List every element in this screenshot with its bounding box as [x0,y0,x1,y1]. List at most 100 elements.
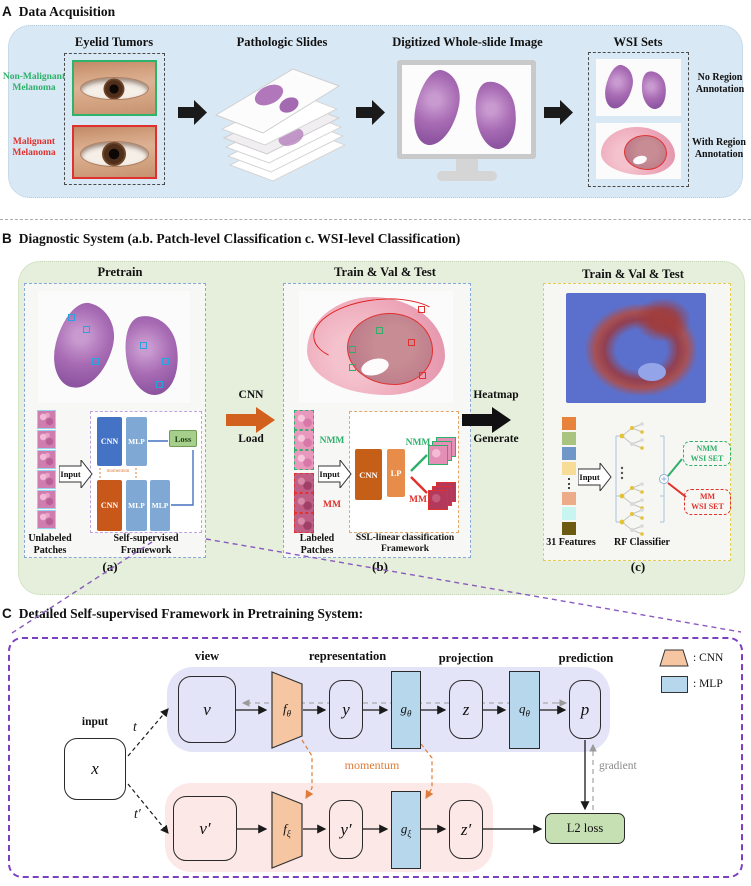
patch-marker [83,326,90,333]
wsi-no-annotation-image [596,59,681,116]
wsi-tissue-blob [638,69,670,111]
input-arrow: Input [578,463,612,491]
op-g2: g [400,821,408,837]
no-region-annotation-label: No Region Annotation [695,72,745,95]
section-b-title: B Diagnostic System (a.b. Patch-level Cla… [2,231,460,247]
section-b-text: Diagnostic System (a.b. Patch-level Clas… [18,231,461,246]
feature-swatch [562,462,576,475]
mm-set-line1: MM [699,492,716,501]
section-c-text: Detailed Self-supervised Framework in Pr… [18,606,364,621]
pathologic-slides-title: Pathologic Slides [236,35,328,49]
stage-representation-label: representation [308,649,387,663]
monitor-screen [397,60,536,159]
feature-swatch [562,417,576,430]
nmm-patch-marker [349,364,356,371]
node-z-prime: z′ [449,800,483,859]
unlabeled-patch [37,490,56,509]
self-supervised-framework-label: Self-supervised Framework [96,533,196,557]
monitor-base [437,171,497,181]
section-a-text: Data Acquisition [18,4,116,19]
mm-wsi-set-box: MM WSI SET [684,489,731,515]
labeled-patch-nmm [294,430,314,450]
cnn-block: CNN [355,449,382,500]
annotated-wsi-image [299,291,453,403]
labeled-patch-nmm [294,410,314,430]
heatmap-top-label: Heatmap [473,389,519,401]
patch-marker [156,381,163,388]
pretrain-title: Pretrain [97,265,143,279]
annotated-region-blob [347,313,433,385]
input-arrow-label: Input [579,472,600,482]
eyelid-tumors-title: Eyelid Tumors [74,35,154,49]
framework-line1: Self-supervised [113,533,179,544]
stage-prediction-label: prediction [558,651,614,665]
wsi-tissue-blob [601,62,637,112]
node-x: x [64,738,126,800]
section-divider [0,219,751,220]
heatmap-bottom-label: Generate [473,433,519,445]
op-q-sub: θ [525,708,530,719]
mm-patch-marker [408,339,415,346]
patch-marker [162,358,169,365]
pretrain-wsi-image [38,291,190,403]
aug-t-prime-label: t′ [134,806,141,821]
wsi-sets-title: WSI Sets [613,35,663,49]
node-v-prime: v′ [173,796,237,861]
feature-swatch [562,507,576,520]
labeled-patch-nmm [294,450,314,470]
labeled-patches-label: Labeled Patches [286,533,348,557]
nmm-group-label: NMM [319,436,345,446]
patch-marker [68,314,75,321]
cnn-trapezoid-icon [271,791,303,869]
input-arrow: Input [318,460,352,488]
patch-marker [140,342,147,349]
wsi-tissue-blob [408,66,466,150]
wsi-tissue-blob [46,297,122,395]
nmm-patch-marker [376,327,383,334]
wsi-stage-title: Train & Val & Test [582,267,684,281]
nonmalignant-label: Non-Malignant Melanoma [2,72,66,94]
op-g-sub: θ [407,708,412,719]
eye-iris [102,142,127,166]
predictor-q-theta: qθ [509,671,540,749]
cnn-trapezoid-icon [271,671,303,749]
ssl-linear-line2: Framework [380,544,429,555]
momentum-small-label: momentum [106,469,130,474]
node-y: y [329,680,363,739]
unlabeled-line1: Unlabeled [28,533,72,544]
eye-sclera [81,77,148,100]
node-p: p [569,680,601,739]
feature-swatch [562,522,576,535]
op-f2: f [283,821,287,837]
unlabeled-patches-label: Unlabeled Patches [20,533,80,557]
section-b-letter: B [2,231,12,246]
heatmap-arrow-icon [462,407,512,438]
input-label: input [81,716,109,728]
annotated-region-blob [624,135,667,170]
legend-cnn-icon [659,649,689,672]
mm-set-line2: WSI SET [691,502,724,511]
malignant-label: Malignant Melanoma [12,137,56,159]
section-a-title: A Data Acquisition [2,4,115,20]
features-count-label: 31 Features [546,537,596,548]
eye-iris [103,78,125,99]
cnn-load-bottom-label: Load [238,433,264,445]
wsi-tissue-blob [470,78,522,152]
legend-cnn-label: : CNN [693,652,724,664]
patch-marker [92,358,99,365]
node-z: z [449,680,483,739]
arrow-right-icon [544,100,574,131]
mlp-target-block: MLP [126,480,147,531]
eye-photo-malignant [72,125,157,179]
section-a-letter: A [2,4,12,19]
pathologic-slides-image [213,53,353,192]
unlabeled-patch [37,450,56,469]
op-g: g [400,701,408,717]
heatmap-image [566,293,706,403]
out-nmm-label: NMM [405,438,431,448]
eyelid-photos-box [64,53,165,185]
feature-swatch [562,492,576,505]
mm-patch-marker [419,372,426,379]
stage-projection-label: projection [438,651,494,665]
feature-swatch [562,432,576,445]
